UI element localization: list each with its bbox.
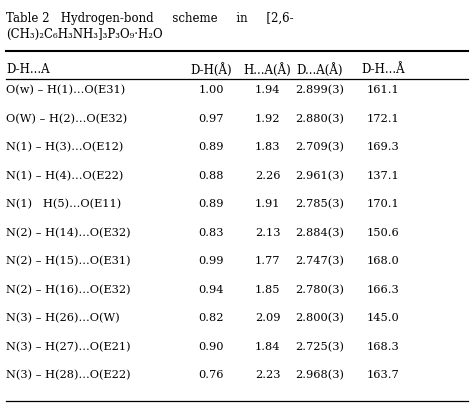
Text: N(1)   H(5)...O(E11): N(1) H(5)...O(E11) <box>6 199 121 209</box>
Text: 137.1: 137.1 <box>367 171 400 181</box>
Text: 2.800(3): 2.800(3) <box>295 313 344 324</box>
Text: N(3) – H(27)...O(E21): N(3) – H(27)...O(E21) <box>6 341 131 352</box>
Text: 0.83: 0.83 <box>198 228 224 237</box>
Text: H...A(Å): H...A(Å) <box>244 63 292 77</box>
Text: 166.3: 166.3 <box>367 285 400 295</box>
Text: N(2) – H(15)...O(E31): N(2) – H(15)...O(E31) <box>6 256 131 266</box>
Text: N(1) – H(3)...O(E12): N(1) – H(3)...O(E12) <box>6 142 123 153</box>
Text: 2.09: 2.09 <box>255 313 281 323</box>
Text: 1.92: 1.92 <box>255 114 281 124</box>
Text: 0.89: 0.89 <box>198 142 224 152</box>
Text: 0.94: 0.94 <box>198 285 224 295</box>
Text: 2.23: 2.23 <box>255 370 281 380</box>
Text: N(1) – H(4)...O(E22): N(1) – H(4)...O(E22) <box>6 171 123 181</box>
Text: 1.85: 1.85 <box>255 285 281 295</box>
Text: 161.1: 161.1 <box>367 85 400 95</box>
Text: 0.82: 0.82 <box>198 313 224 323</box>
Text: 145.0: 145.0 <box>367 313 400 323</box>
Text: 150.6: 150.6 <box>367 228 400 237</box>
Text: O(w) – H(1)...O(E31): O(w) – H(1)...O(E31) <box>6 85 125 95</box>
Text: D-H...Å: D-H...Å <box>361 63 405 76</box>
Text: D-H(Å): D-H(Å) <box>190 63 232 77</box>
Text: 0.88: 0.88 <box>198 171 224 181</box>
Text: 0.90: 0.90 <box>198 341 224 352</box>
Text: 2.880(3): 2.880(3) <box>295 114 344 124</box>
Text: 2.747(3): 2.747(3) <box>295 256 344 266</box>
Text: 168.0: 168.0 <box>367 256 400 266</box>
Text: (CH₃)₂C₆H₃NH₃]₃P₃O₉·H₂O: (CH₃)₂C₆H₃NH₃]₃P₃O₉·H₂O <box>6 28 163 41</box>
Text: 0.97: 0.97 <box>198 114 224 124</box>
Text: 1.94: 1.94 <box>255 85 281 95</box>
Text: 1.77: 1.77 <box>255 256 281 266</box>
Text: 0.89: 0.89 <box>198 199 224 209</box>
Text: N(2) – H(14)...O(E32): N(2) – H(14)...O(E32) <box>6 228 131 238</box>
Text: 1.91: 1.91 <box>255 199 281 209</box>
Text: 2.709(3): 2.709(3) <box>295 142 344 153</box>
Text: 2.968(3): 2.968(3) <box>295 370 344 380</box>
Text: 0.99: 0.99 <box>198 256 224 266</box>
Text: 2.961(3): 2.961(3) <box>295 171 344 181</box>
Text: 2.26: 2.26 <box>255 171 281 181</box>
Text: D-H...A: D-H...A <box>6 63 50 76</box>
Text: 2.884(3): 2.884(3) <box>295 228 344 238</box>
Text: N(3) – H(28)...O(E22): N(3) – H(28)...O(E22) <box>6 370 131 380</box>
Text: 169.3: 169.3 <box>367 142 400 152</box>
Text: 168.3: 168.3 <box>367 341 400 352</box>
Text: 2.780(3): 2.780(3) <box>295 285 344 295</box>
Text: 1.84: 1.84 <box>255 341 281 352</box>
Text: 172.1: 172.1 <box>367 114 400 124</box>
Text: 2.899(3): 2.899(3) <box>295 85 344 95</box>
Text: O(W) – H(2)...O(E32): O(W) – H(2)...O(E32) <box>6 114 128 124</box>
Text: 1.00: 1.00 <box>198 85 224 95</box>
Text: 1.83: 1.83 <box>255 142 281 152</box>
Text: 2.785(3): 2.785(3) <box>295 199 344 209</box>
Text: Table 2   Hydrogen-bond     scheme     in     [2,6-: Table 2 Hydrogen-bond scheme in [2,6- <box>6 11 294 24</box>
Text: 2.725(3): 2.725(3) <box>295 341 344 352</box>
Text: D...A(Å): D...A(Å) <box>296 63 343 77</box>
Text: 163.7: 163.7 <box>367 370 400 380</box>
Text: N(2) – H(16)...O(E32): N(2) – H(16)...O(E32) <box>6 285 131 295</box>
Text: 2.13: 2.13 <box>255 228 281 237</box>
Text: 0.76: 0.76 <box>198 370 224 380</box>
Text: 170.1: 170.1 <box>367 199 400 209</box>
Text: N(3) – H(26)...O(W): N(3) – H(26)...O(W) <box>6 313 120 324</box>
